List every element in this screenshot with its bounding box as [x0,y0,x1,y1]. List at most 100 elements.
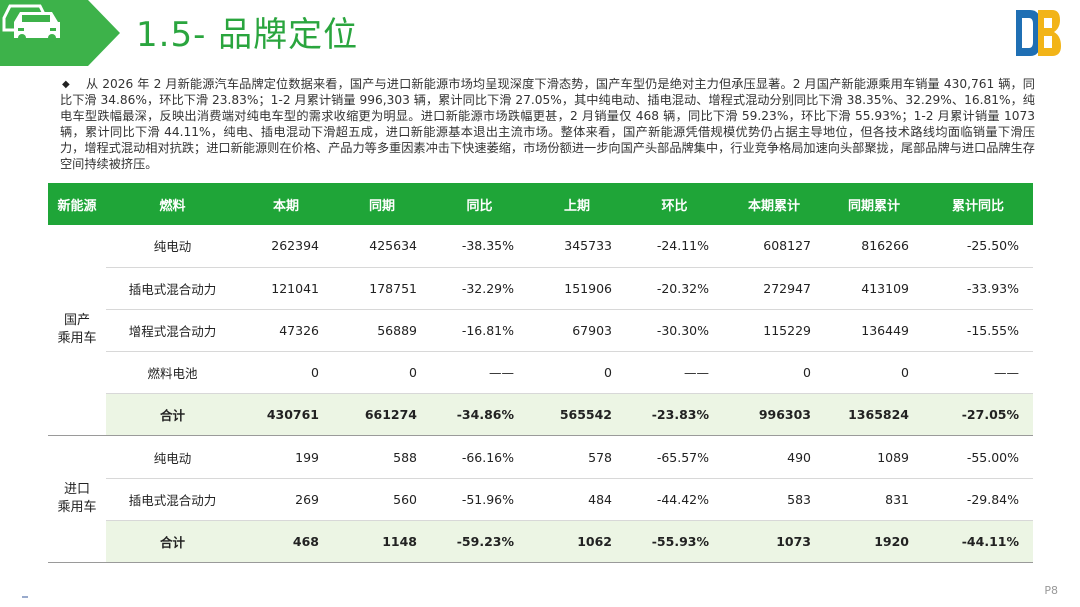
table-cell: 121041 [239,267,333,310]
table-cell: -44.11% [923,520,1033,564]
table-row: 插电式混合动力 269 560 -51.96% 484 -44.42% 583 … [48,478,1033,521]
col-header: 环比 [626,183,723,225]
col-header: 累计同比 [923,183,1033,225]
fuel-cell: 插电式混合动力 [106,267,239,310]
table-cell: -66.16% [431,435,528,479]
header-band [0,0,120,66]
table-cell: 47326 [239,309,333,353]
table-cell: 0 [528,351,626,395]
table-row: 国产 乘用车 纯电动 262394 425634 -38.35% 345733 … [48,225,1033,437]
fuel-cell: 纯电动 [106,225,239,268]
table-cell: -24.11% [626,225,723,268]
table-cell: 0 [723,351,825,395]
table-cell: -55.93% [626,520,723,564]
col-header: 本期 [239,183,333,225]
table-cell: —— [626,351,723,395]
table-row: 燃料电池 0 0 —— 0 —— 0 0 —— [48,351,1033,395]
total-row: 合计 468 1148 -59.23% 1062 -55.93% 1073 19… [48,520,1033,564]
table-row: 增程式混合动力 47326 56889 -16.81% 67903 -30.30… [48,309,1033,353]
bullet-icon: ◆ [62,79,70,90]
table-cell: -34.86% [431,393,528,437]
car-icon [2,4,60,42]
table-cell: 151906 [528,267,626,310]
table-cell: -51.96% [431,478,528,521]
table-cell: 262394 [239,225,333,268]
table-cell: -23.83% [626,393,723,437]
total-row: 合计 430761 661274 -34.86% 565542 -23.83% … [48,393,1033,437]
group-label-import: 进口 乘用车 [48,435,106,563]
table-cell: 413109 [825,267,923,310]
table-cell: —— [923,351,1033,395]
table-cell: 1089 [825,435,923,479]
group-label-line: 乘用车 [57,500,97,516]
table-row: 进口 乘用车 纯电动 199 588 -66.16% 578 -65.57% 4… [48,435,1033,563]
table-cell: 136449 [825,309,923,353]
table-cell: 1073 [723,520,825,564]
summary-paragraph: 从 2026 年 2 月新能源汽车品牌定位数据来看，国产与进口新能源市场均呈现深… [60,76,1035,172]
table-cell: -65.57% [626,435,723,479]
table-cell: -32.29% [431,267,528,310]
table-cell: -29.84% [923,478,1033,521]
table-cell: 1920 [825,520,923,564]
table-cell: -38.35% [431,225,528,268]
table-cell: 345733 [528,225,626,268]
fuel-cell: 纯电动 [106,435,239,479]
fuel-cell: 合计 [106,520,239,564]
fuel-cell: 插电式混合动力 [106,478,239,521]
table-cell: -44.42% [626,478,723,521]
table-cell: 484 [528,478,626,521]
table-cell: 608127 [723,225,825,268]
table-cell: -25.50% [923,225,1033,268]
table-cell: 1062 [528,520,626,564]
col-header: 上期 [528,183,626,225]
table-cell: -15.55% [923,309,1033,353]
table-cell: 178751 [333,267,431,310]
table-cell: -59.23% [431,520,528,564]
footer-mark [22,596,28,598]
table-cell: 425634 [333,225,431,268]
fuel-cell: 增程式混合动力 [106,309,239,353]
page-number: P8 [1044,584,1058,597]
sales-table: 新能源 燃料 本期 同期 同比 上期 环比 本期累计 同期累计 累计同比 国产 … [48,183,1033,564]
table-cell: 0 [825,351,923,395]
table-cell: -16.81% [431,309,528,353]
summary-text: 从 2026 年 2 月新能源汽车品牌定位数据来看，国产与进口新能源市场均呈现深… [60,77,1035,171]
table-cell: 831 [825,478,923,521]
table-header-row: 新能源 燃料 本期 同期 同比 上期 环比 本期累计 同期累计 累计同比 [48,183,1033,225]
fuel-cell: 燃料电池 [106,351,239,395]
table-cell: 269 [239,478,333,521]
table-cell: 565542 [528,393,626,437]
table-cell: 1148 [333,520,431,564]
col-header: 同期 [333,183,431,225]
col-header: 燃料 [106,183,239,225]
table-cell: 430761 [239,393,333,437]
table-cell: -27.05% [923,393,1033,437]
table-cell: 56889 [333,309,431,353]
col-header: 同期累计 [825,183,923,225]
table-row: 插电式混合动力 121041 178751 -32.29% 151906 -20… [48,267,1033,310]
table-cell: -55.00% [923,435,1033,479]
group-label-domestic: 国产 乘用车 [48,225,106,437]
table-cell: 199 [239,435,333,479]
fuel-cell: 合计 [106,393,239,437]
table-cell: -20.32% [626,267,723,310]
table-cell: 272947 [723,267,825,310]
table-cell: 560 [333,478,431,521]
table-cell: —— [431,351,528,395]
table-cell: 996303 [723,393,825,437]
brand-logo [1016,10,1061,56]
group-label-line: 进口 [63,482,90,498]
table-cell: 468 [239,520,333,564]
page-title: 1.5- 品牌定位 [136,15,359,55]
table-cell: 0 [333,351,431,395]
table-cell: 816266 [825,225,923,268]
col-header: 新能源 [48,183,106,225]
table-cell: 490 [723,435,825,479]
group-label-line: 国产 [63,313,90,329]
table-cell: -30.30% [626,309,723,353]
table-cell: 67903 [528,309,626,353]
table-cell: 583 [723,478,825,521]
col-header: 同比 [431,183,528,225]
group-label-line: 乘用车 [57,331,97,347]
table-cell: 115229 [723,309,825,353]
